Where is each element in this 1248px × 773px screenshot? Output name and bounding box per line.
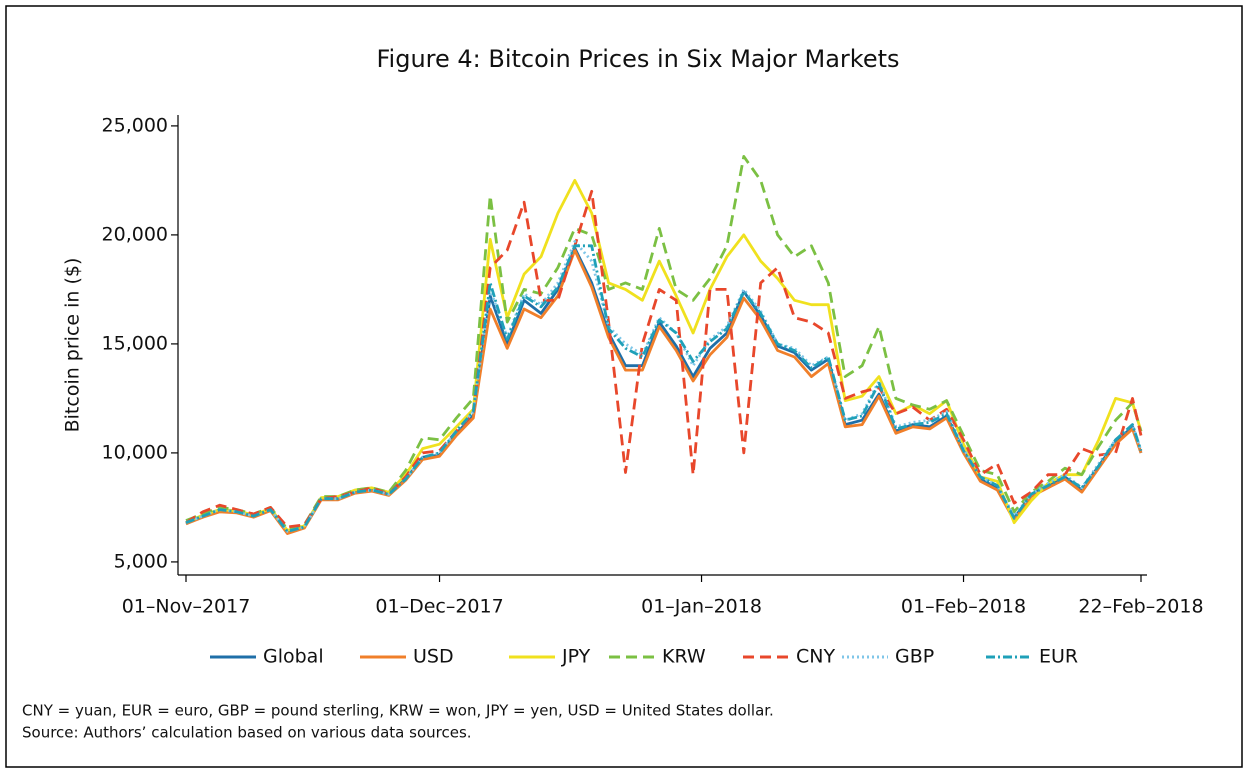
legend-label: GBP <box>895 646 934 668</box>
legend-label: JPY <box>561 646 591 668</box>
legend-label: KRW <box>662 646 706 668</box>
legend-label: USD <box>413 646 454 668</box>
y-tick-label: 25,000 <box>102 114 168 136</box>
x-tick-label: 01–Jan–2018 <box>641 596 762 618</box>
x-tick-label: 01–Dec–2017 <box>375 596 503 618</box>
legend-label: EUR <box>1039 646 1078 668</box>
legend-label: Global <box>263 646 324 668</box>
series-line <box>185 244 1143 533</box>
y-axis-label: Bitcoin price in ($) <box>62 258 84 433</box>
y-tick-label: 15,000 <box>102 332 168 354</box>
series-line <box>185 240 1143 533</box>
legend-label: CNY <box>796 646 835 668</box>
y-tick-label: 10,000 <box>102 441 168 463</box>
x-tick-label: 01–Feb–2018 <box>901 596 1026 618</box>
series-line <box>185 155 1143 531</box>
x-tick-label: 22–Feb–2018 <box>1078 596 1203 618</box>
chart-title: Figure 4: Bitcoin Prices in Six Major Ma… <box>376 45 899 73</box>
frame <box>5 5 1243 768</box>
y-tick-label: 20,000 <box>102 223 168 245</box>
note: CNY = yuan, EUR = euro, GBP = pound ster… <box>22 702 774 720</box>
note: Source: Authors’ calculation based on va… <box>22 724 472 742</box>
y-tick-label: 5,000 <box>114 550 168 572</box>
x-tick-label: 01–Nov–2017 <box>122 596 251 618</box>
